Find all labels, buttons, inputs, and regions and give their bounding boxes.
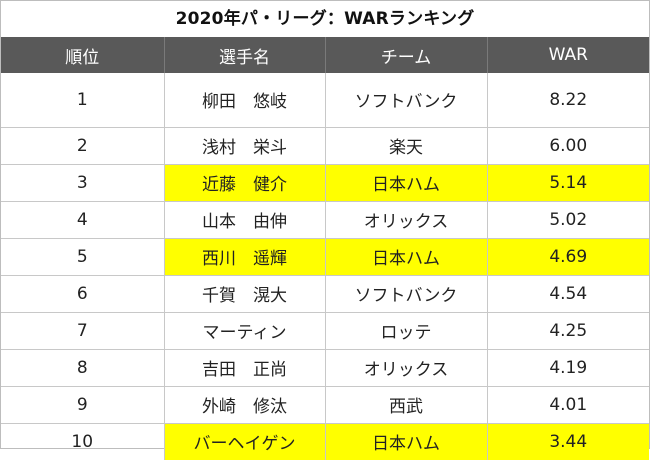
- column-header-rank: 順位: [1, 37, 164, 73]
- table-body: 1 柳田 悠岐 ソフトバンク 8.22 2 浅村 栄斗 楽天 6.00 3 近藤…: [1, 73, 649, 460]
- war-cell: 3.44: [486, 422, 649, 460]
- team-cell: ソフトバンク: [324, 274, 487, 312]
- player-name-cell: 吉田 正尚: [163, 348, 325, 386]
- rank-cell: 4: [1, 200, 164, 238]
- table-row: 4 山本 由伸 オリックス 5.02: [1, 200, 649, 238]
- column-header-name: 選手名: [163, 37, 325, 73]
- rank-cell: 9: [1, 385, 164, 423]
- player-name-cell: 西川 遥輝: [163, 237, 325, 275]
- war-ranking-table: 順位 選手名 チーム WAR 1 柳田 悠岐 ソフトバンク 8.22 2 浅村 …: [1, 37, 649, 460]
- player-name-cell: 外崎 修汰: [163, 385, 325, 423]
- team-cell: オリックス: [324, 348, 487, 386]
- rank-cell: 6: [1, 274, 164, 312]
- rank-cell: 10: [1, 422, 164, 460]
- rank-cell: 5: [1, 237, 164, 275]
- header-row: 順位 選手名 チーム WAR: [1, 37, 649, 73]
- table-row: 10 バーヘイゲン 日本ハム 3.44: [1, 422, 649, 460]
- team-cell: 日本ハム: [324, 237, 487, 275]
- war-cell: 4.54: [486, 274, 649, 312]
- rank-cell: 7: [1, 311, 164, 349]
- table-header: 順位 選手名 チーム WAR: [1, 37, 649, 73]
- player-name-cell: 千賀 滉大: [163, 274, 325, 312]
- team-cell: 日本ハム: [324, 163, 487, 201]
- war-cell: 4.69: [486, 237, 649, 275]
- player-name-cell: マーティン: [163, 311, 325, 349]
- table-row: 5 西川 遥輝 日本ハム 4.69: [1, 237, 649, 275]
- player-name-cell: バーヘイゲン: [163, 422, 325, 460]
- rank-cell: 3: [1, 163, 164, 201]
- table-row: 8 吉田 正尚 オリックス 4.19: [1, 348, 649, 386]
- table-row: 7 マーティン ロッテ 4.25: [1, 311, 649, 349]
- rank-cell: 1: [76, 89, 88, 110]
- rank-cell: 2: [1, 126, 164, 164]
- war-cell: 4.19: [486, 348, 649, 386]
- table-row: 6 千賀 滉大 ソフトバンク 4.54: [1, 274, 649, 312]
- war-cell: 6.00: [486, 126, 649, 164]
- team-cell: 西武: [324, 385, 487, 423]
- table-row: 1 柳田 悠岐 ソフトバンク 8.22: [1, 73, 649, 127]
- column-header-war: WAR: [486, 37, 649, 73]
- table-row: 3 近藤 健介 日本ハム 5.14: [1, 163, 649, 201]
- war-cell: 8.22: [486, 73, 649, 127]
- player-name-cell: 浅村 栄斗: [163, 126, 325, 164]
- team-cell: ソフトバンク: [324, 73, 487, 127]
- player-name-cell: 近藤 健介: [163, 163, 325, 201]
- player-name-cell: 柳田 悠岐: [163, 73, 325, 127]
- team-cell: 楽天: [324, 126, 487, 164]
- war-cell: 5.14: [486, 163, 649, 201]
- table-row: 2 浅村 栄斗 楽天 6.00: [1, 126, 649, 164]
- column-header-team: チーム: [324, 37, 487, 73]
- team-cell: オリックス: [324, 200, 487, 238]
- team-cell: ロッテ: [324, 311, 487, 349]
- player-name-cell: 山本 由伸: [163, 200, 325, 238]
- war-cell: 5.02: [486, 200, 649, 238]
- table-row: 9 外崎 修汰 西武 4.01: [1, 385, 649, 423]
- team-cell: 日本ハム: [324, 422, 487, 460]
- rank-cell: 8: [1, 348, 164, 386]
- table-title: 2020年パ・リーグ：WARランキング: [175, 9, 475, 29]
- war-cell: 4.25: [486, 311, 649, 349]
- war-cell: 4.01: [486, 385, 649, 423]
